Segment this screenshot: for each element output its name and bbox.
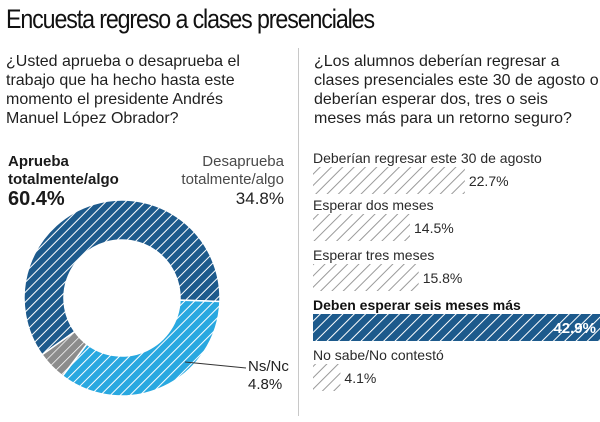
nsnc-percent: 4.8% [248,376,283,393]
disapprove-label: Desaprueba totalmente/algo [181,153,284,188]
nsnc-leader-line [184,361,247,369]
bar-category-label: Esperar dos meses [313,197,434,213]
panel-divider [298,48,299,416]
bar-category-label: Deben esperar seis meses más [313,297,521,313]
approve-label: Aprueba totalmente/algo [8,153,119,188]
left-question: ¿Usted aprueba o desaprueba el trabajo q… [6,53,240,127]
bar-value-label: 15.8% [422,270,463,286]
bar-value-label: 42.9% [553,320,596,337]
bar-category-label: Deberían regresar este 30 de agosto [313,150,542,166]
bar-value-label: 4.1% [344,370,377,386]
nsnc-label: Ns/Nc [248,358,289,375]
donut-slice-nsnc [41,330,88,377]
bar-category-label: Esperar tres meses [313,247,435,263]
bar-value-label: 14.5% [414,220,454,236]
bar-category-label: No sabe/No contestó [313,347,444,363]
approve-percent: 60.4% [8,188,65,210]
disapprove-percent: 34.8% [235,189,284,208]
donut-slice-approve [23,199,221,356]
right-question: ¿Los alumnos deberían regresar a clases … [314,53,599,127]
bar-value-label: 22.7% [468,173,509,189]
donut-slice-disapprove [61,299,221,397]
page-title: Encuesta regreso a clases presenciales [6,4,375,34]
